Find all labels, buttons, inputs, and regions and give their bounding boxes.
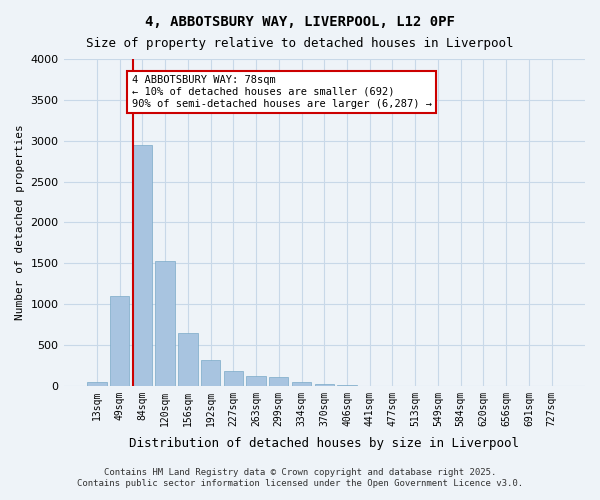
Bar (201, 360, 220, 386)
Bar (155, 261, 175, 386)
X-axis label: Distribution of detached houses by size in Liverpool: Distribution of detached houses by size … (129, 437, 519, 450)
Y-axis label: Number of detached properties: Number of detached properties (15, 124, 25, 320)
Text: Size of property relative to detached houses in Liverpool: Size of property relative to detached ho… (86, 38, 514, 51)
Bar (224, 370, 243, 386)
Bar (269, 377, 289, 386)
Text: Contains HM Land Registry data © Crown copyright and database right 2025.
Contai: Contains HM Land Registry data © Crown c… (77, 468, 523, 487)
Bar (178, 332, 197, 386)
Bar (314, 384, 334, 386)
Bar (87, 382, 107, 386)
Bar (133, 145, 152, 386)
Bar (110, 296, 130, 386)
Bar (247, 376, 266, 386)
Text: 4, ABBOTSBURY WAY, LIVERPOOL, L12 0PF: 4, ABBOTSBURY WAY, LIVERPOOL, L12 0PF (145, 15, 455, 29)
Text: 4 ABBOTSBURY WAY: 78sqm
← 10% of detached houses are smaller (692)
90% of semi-d: 4 ABBOTSBURY WAY: 78sqm ← 10% of detache… (131, 76, 431, 108)
Bar (337, 385, 356, 386)
Bar (292, 382, 311, 386)
